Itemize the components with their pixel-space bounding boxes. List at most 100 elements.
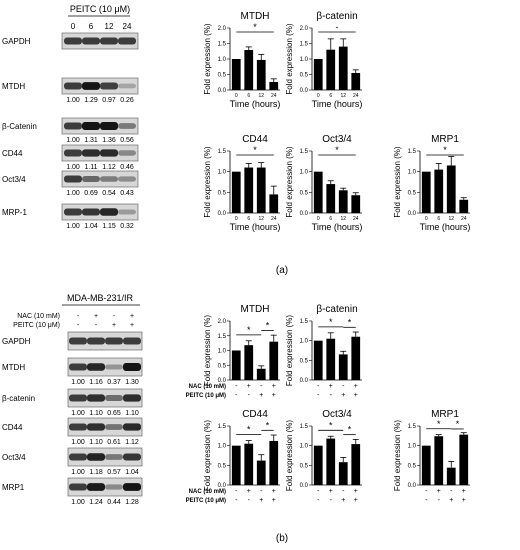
- bar: [459, 434, 469, 485]
- blot-band: [100, 37, 118, 45]
- bar: [338, 462, 348, 485]
- band-label: GAPDH: [2, 37, 31, 46]
- bar: [351, 195, 361, 213]
- x-tick-label: 6: [247, 216, 250, 222]
- blot-band: [64, 149, 82, 157]
- bar: [231, 445, 241, 485]
- y-tick-label: 1.5: [300, 149, 309, 155]
- y-tick-label: 1.0: [300, 57, 309, 63]
- x-tick-label: 0: [235, 216, 238, 222]
- blot-band: [118, 123, 136, 129]
- treatment-sign: -: [317, 392, 320, 399]
- treatment-sign: +: [354, 488, 358, 495]
- blot-band: [64, 122, 82, 130]
- blot-band: [105, 337, 123, 345]
- chart-title: CD44: [242, 409, 268, 420]
- significance-mark: *: [253, 145, 257, 155]
- bar: [326, 49, 336, 90]
- treatment-sign: +: [272, 383, 276, 390]
- chart-title: CD44: [242, 134, 268, 145]
- x-axis-title: Time (hours): [312, 99, 363, 109]
- panel-a-blot: GAPDH MTDH 1.00 1.29 0.97 0.26 β-Catenin 1.00 1.…: [2, 32, 139, 230]
- bar-chart-b-catenin: β-catenin 0.0 0.5 1.0 1.5 Fold expression (%)…: [285, 304, 362, 399]
- bar: [244, 50, 254, 90]
- band-value: 1.00: [66, 137, 80, 144]
- y-tick-label: 1.5: [300, 42, 309, 48]
- treatment-sign: -: [77, 313, 80, 320]
- treatment-sign: -: [342, 488, 345, 495]
- band-label: Oct3/4: [2, 453, 26, 462]
- significance-mark: *: [253, 22, 257, 32]
- band-value: 1.16: [89, 379, 103, 386]
- x-tick-label: 0: [235, 93, 238, 99]
- y-axis-title: Fold expression (%): [203, 420, 212, 491]
- y-axis-title: Fold expression (%): [203, 23, 212, 94]
- treatment-sign: +: [329, 383, 333, 390]
- treatment-sign: +: [341, 497, 345, 504]
- treatment-sign: -: [260, 383, 263, 390]
- band-value: 0.69: [84, 190, 98, 197]
- band-value: 1.00: [71, 499, 85, 506]
- bar: [244, 167, 254, 213]
- band-value: 0.56: [120, 137, 134, 144]
- y-tick-label: 1.0: [300, 339, 309, 345]
- band-value: 1.11: [84, 164, 97, 171]
- x-tick-label: 6: [247, 93, 250, 99]
- panel-caption-a: (a): [276, 265, 288, 276]
- band-value: 1.12: [125, 439, 139, 446]
- x-tick-label: 12: [340, 216, 346, 222]
- bar: [351, 336, 361, 380]
- treatment-label: NAC (10 mM): [189, 489, 226, 495]
- bar: [313, 445, 323, 485]
- treatment-sign: -: [450, 488, 453, 495]
- band-value: 0.57: [107, 469, 121, 476]
- band-value: 0.65: [107, 410, 121, 417]
- y-tick-label: 1.5: [408, 424, 417, 430]
- blot-timepoint-label: 0: [71, 22, 76, 31]
- chart-title: β-catenin: [316, 304, 357, 315]
- treatment-sign: +: [247, 383, 251, 390]
- band-value: 1.12: [102, 164, 116, 171]
- treatment-sign: +: [354, 383, 358, 390]
- y-tick-label: 2.0: [218, 319, 227, 325]
- treatment-sign: +: [354, 392, 358, 399]
- blot-band: [82, 149, 100, 157]
- y-tick-label: 1.0: [218, 349, 227, 355]
- y-tick-label: 0.0: [218, 211, 227, 217]
- bar: [326, 438, 336, 485]
- bar: [446, 467, 456, 485]
- band-label: MRP-1: [2, 208, 27, 217]
- y-tick-label: 1.5: [218, 334, 227, 340]
- y-tick-label: 1.0: [408, 444, 417, 450]
- band-value: 1.00: [71, 469, 85, 476]
- band-value: 1.18: [89, 469, 103, 476]
- y-tick-label: 1.5: [218, 42, 227, 48]
- significance-mark: *: [335, 145, 339, 155]
- band-label: CD44: [2, 423, 23, 432]
- band-value: 1.04: [84, 223, 98, 230]
- treatment-sign: -: [438, 497, 441, 504]
- x-tick-label: 6: [329, 93, 332, 99]
- bar: [459, 199, 469, 213]
- significance-mark: *: [443, 145, 447, 155]
- blot-band: [123, 394, 141, 402]
- significance-mark: *: [437, 419, 441, 429]
- panel-b-blot-header: MDA-MB-231/IR NAC (10 mM) - + - + PEITC (10 μM…: [13, 293, 140, 329]
- bar: [338, 354, 348, 380]
- bar-chart-b-cd44: CD44 0.0 0.5 1.0 1.5 Fold expression (%) * * NAC…: [186, 409, 280, 504]
- y-axis-title: Fold expression (%): [203, 315, 212, 386]
- bar: [244, 443, 254, 485]
- y-tick-label: 0.0: [300, 378, 309, 384]
- band-value: 1.24: [89, 499, 103, 506]
- bar: [434, 436, 444, 485]
- treatment-sign: -: [330, 392, 333, 399]
- treatment-sign: -: [425, 488, 428, 495]
- bar: [338, 190, 348, 213]
- bar-chart-a-catenin: β-catenin 0.0 0.5 1.0 1.5 2.0 Fold expression …: [285, 11, 362, 109]
- y-tick-label: 1.0: [300, 444, 309, 450]
- band-value: 0.26: [120, 97, 134, 104]
- y-tick-label: 0.0: [218, 378, 227, 384]
- blot-header-treatment: PEITC (10 μM): [70, 4, 130, 14]
- significance-mark: -: [336, 22, 339, 32]
- y-tick-label: 1.0: [218, 444, 227, 450]
